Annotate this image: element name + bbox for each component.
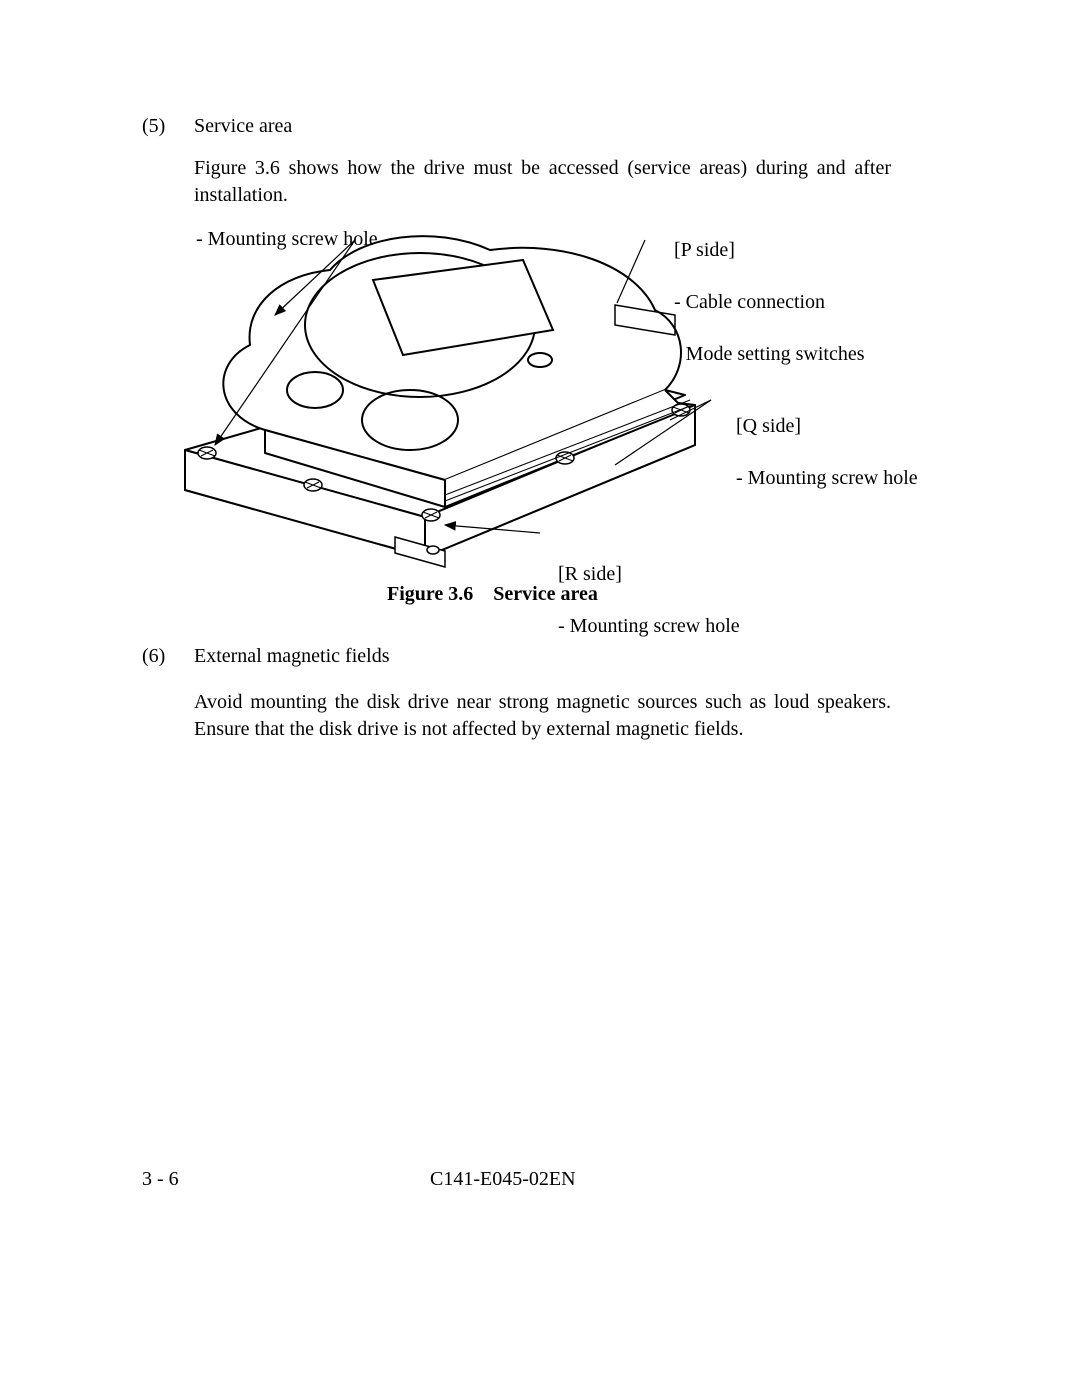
r-side-line1: - Mounting screw hole: [558, 615, 740, 637]
page: (5) Service area Figure 3.6 shows how th…: [0, 0, 1080, 1397]
caption-label: Figure 3.6: [387, 583, 473, 605]
section6-title: External magnetic fields: [194, 645, 389, 668]
section6-paragraph: Avoid mounting the disk drive near stron…: [194, 689, 891, 743]
section5-number: (5): [142, 115, 165, 138]
section6-number: (6): [142, 645, 165, 668]
figure-drive-diagram: [145, 195, 915, 595]
figure-caption: Figure 3.6 Service area: [387, 583, 598, 606]
footer-page-number: 3 - 6: [142, 1168, 179, 1191]
caption-text: Service area: [493, 583, 598, 605]
footer-doc-number: C141-E045-02EN: [430, 1168, 576, 1191]
section5-title: Service area: [194, 115, 292, 138]
